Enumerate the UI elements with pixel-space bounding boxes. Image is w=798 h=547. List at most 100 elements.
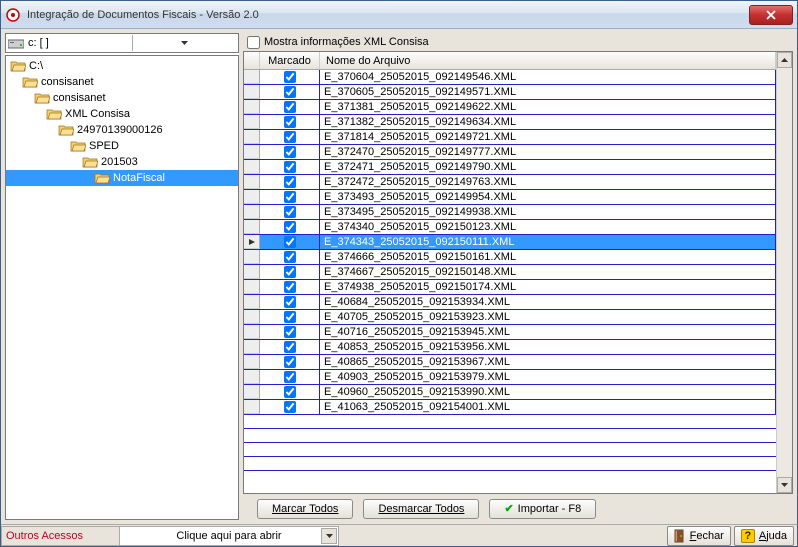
row-marcado-cell[interactable] <box>260 160 320 174</box>
folder-tree[interactable]: C:\consisanetconsisanetXML Consisa249701… <box>5 55 239 520</box>
row-checkbox[interactable] <box>284 371 296 383</box>
table-row[interactable]: E_374343_25052015_092150111.XML <box>244 235 776 250</box>
table-row[interactable]: E_40853_25052015_092153956.XML <box>244 340 776 355</box>
row-checkbox[interactable] <box>284 341 296 353</box>
table-row[interactable]: E_40903_25052015_092153979.XML <box>244 370 776 385</box>
table-row[interactable]: E_41063_25052015_092154001.XML <box>244 400 776 415</box>
importar-button[interactable]: ✔Importar - F8 <box>489 499 596 519</box>
row-checkbox[interactable] <box>284 221 296 233</box>
show-xml-label[interactable]: Mostra informações XML Consisa <box>264 36 429 48</box>
tree-node-consisanet[interactable]: consisanet <box>6 90 238 106</box>
row-checkbox[interactable] <box>284 86 296 98</box>
row-marcado-cell[interactable] <box>260 280 320 294</box>
table-row[interactable]: E_370604_25052015_092149546.XML <box>244 70 776 85</box>
table-row[interactable]: E_374938_25052015_092150174.XML <box>244 280 776 295</box>
table-row[interactable]: E_374666_25052015_092150161.XML <box>244 250 776 265</box>
table-row[interactable]: E_371382_25052015_092149634.XML <box>244 115 776 130</box>
row-marcado-cell[interactable] <box>260 265 320 279</box>
row-checkbox[interactable] <box>284 191 296 203</box>
table-row[interactable]: E_372472_25052015_092149763.XML <box>244 175 776 190</box>
row-checkbox[interactable] <box>284 251 296 263</box>
row-marcado-cell[interactable] <box>260 175 320 189</box>
table-row[interactable]: E_40705_25052015_092153923.XML <box>244 310 776 325</box>
table-row[interactable]: E_40684_25052015_092153934.XML <box>244 295 776 310</box>
row-marcado-cell[interactable] <box>260 400 320 414</box>
ajuda-button[interactable]: ? Ajuda <box>734 526 794 546</box>
row-checkbox[interactable] <box>284 131 296 143</box>
tree-node-24970139000126[interactable]: 24970139000126 <box>6 122 238 138</box>
table-row[interactable]: E_372470_25052015_092149777.XML <box>244 145 776 160</box>
row-checkbox[interactable] <box>284 356 296 368</box>
row-marcado-cell[interactable] <box>260 340 320 354</box>
row-checkbox[interactable] <box>284 296 296 308</box>
row-marcado-cell[interactable] <box>260 130 320 144</box>
table-row[interactable]: E_40716_25052015_092153945.XML <box>244 325 776 340</box>
table-row[interactable]: E_40960_25052015_092153990.XML <box>244 385 776 400</box>
row-checkbox[interactable] <box>284 236 296 248</box>
drive-dropdown-icon[interactable] <box>132 35 237 51</box>
fechar-button[interactable]: Fechar <box>667 526 731 546</box>
marcar-todos-button[interactable]: Marcar Todos <box>257 499 353 519</box>
scroll-track[interactable] <box>777 68 792 477</box>
row-marcado-cell[interactable] <box>260 70 320 84</box>
tree-node-label: NotaFiscal <box>113 172 165 184</box>
row-checkbox[interactable] <box>284 176 296 188</box>
table-row[interactable]: E_374667_25052015_092150148.XML <box>244 265 776 280</box>
row-marcado-cell[interactable] <box>260 100 320 114</box>
table-row[interactable]: E_373495_25052015_092149938.XML <box>244 205 776 220</box>
row-marcado-cell[interactable] <box>260 295 320 309</box>
show-xml-checkbox[interactable] <box>247 36 260 49</box>
tree-node-notafiscal[interactable]: NotaFiscal <box>6 170 238 186</box>
tree-node-label: 24970139000126 <box>77 124 163 136</box>
col-marcado[interactable]: Marcado <box>260 52 320 69</box>
row-checkbox[interactable] <box>284 281 296 293</box>
row-checkbox[interactable] <box>284 116 296 128</box>
table-row[interactable]: E_371381_25052015_092149622.XML <box>244 100 776 115</box>
row-marcado-cell[interactable] <box>260 220 320 234</box>
row-checkbox[interactable] <box>284 206 296 218</box>
row-marcado-cell[interactable] <box>260 310 320 324</box>
drive-select[interactable]: c: [ ] <box>5 33 239 53</box>
row-marcado-cell[interactable] <box>260 355 320 369</box>
row-marcado-cell[interactable] <box>260 250 320 264</box>
row-marcado-cell[interactable] <box>260 325 320 339</box>
row-marcado-cell[interactable] <box>260 85 320 99</box>
table-row[interactable]: E_372471_25052015_092149790.XML <box>244 160 776 175</box>
row-marcado-cell[interactable] <box>260 385 320 399</box>
tree-node-xml-consisa[interactable]: XML Consisa <box>6 106 238 122</box>
row-marcado-cell[interactable] <box>260 205 320 219</box>
table-row[interactable]: E_373493_25052015_092149954.XML <box>244 190 776 205</box>
table-row[interactable]: E_371814_25052015_092149721.XML <box>244 130 776 145</box>
row-checkbox[interactable] <box>284 266 296 278</box>
desmarcar-todos-button[interactable]: Desmarcar Todos <box>363 499 479 519</box>
scroll-down-icon[interactable] <box>777 477 792 493</box>
row-indicator <box>244 235 260 249</box>
row-checkbox[interactable] <box>284 401 296 413</box>
table-row[interactable]: E_374340_25052015_092150123.XML <box>244 220 776 235</box>
row-marcado-cell[interactable] <box>260 145 320 159</box>
table-row[interactable]: E_370605_25052015_092149571.XML <box>244 85 776 100</box>
row-marcado-cell[interactable] <box>260 370 320 384</box>
close-button[interactable] <box>749 5 793 25</box>
row-checkbox[interactable] <box>284 161 296 173</box>
vertical-scrollbar[interactable] <box>776 52 792 493</box>
tree-node-c--[interactable]: C:\ <box>6 58 238 74</box>
tree-node-201503[interactable]: 201503 <box>6 154 238 170</box>
tree-node-sped[interactable]: SPED <box>6 138 238 154</box>
row-checkbox[interactable] <box>284 311 296 323</box>
table-row[interactable]: E_40865_25052015_092153967.XML <box>244 355 776 370</box>
row-checkbox[interactable] <box>284 71 296 83</box>
grid-body[interactable]: E_370604_25052015_092149546.XML E_370605… <box>244 70 776 493</box>
col-nome[interactable]: Nome do Arquivo <box>320 52 776 69</box>
row-marcado-cell[interactable] <box>260 115 320 129</box>
row-marcado-cell[interactable] <box>260 235 320 249</box>
scroll-up-icon[interactable] <box>777 52 792 68</box>
dropdown-arrow-icon[interactable] <box>321 528 337 544</box>
row-checkbox[interactable] <box>284 146 296 158</box>
row-checkbox[interactable] <box>284 101 296 113</box>
row-marcado-cell[interactable] <box>260 190 320 204</box>
tree-node-consisanet[interactable]: consisanet <box>6 74 238 90</box>
outros-acessos-dropdown[interactable]: Clique aqui para abrir <box>119 526 339 546</box>
row-checkbox[interactable] <box>284 386 296 398</box>
row-checkbox[interactable] <box>284 326 296 338</box>
